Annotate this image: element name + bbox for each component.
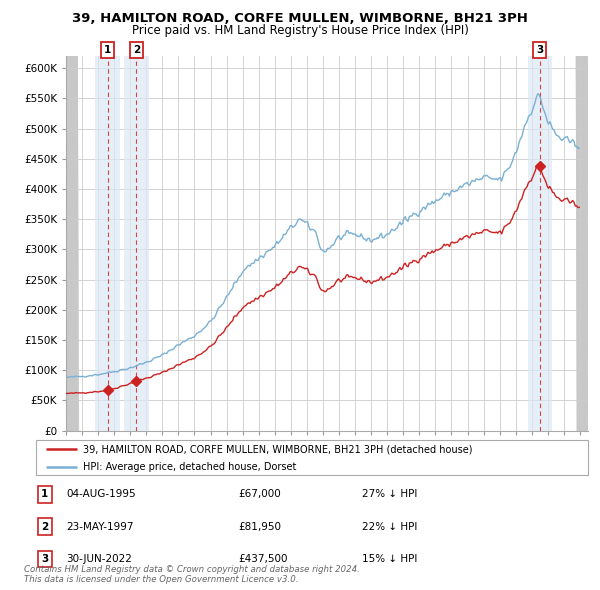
Text: Contains HM Land Registry data © Crown copyright and database right 2024.
This d: Contains HM Land Registry data © Crown c…: [24, 565, 360, 584]
Text: 27% ↓ HPI: 27% ↓ HPI: [362, 490, 418, 500]
Text: 39, HAMILTON ROAD, CORFE MULLEN, WIMBORNE, BH21 3PH (detached house): 39, HAMILTON ROAD, CORFE MULLEN, WIMBORN…: [83, 444, 472, 454]
Text: 3: 3: [41, 553, 49, 563]
Text: 04-AUG-1995: 04-AUG-1995: [66, 490, 136, 500]
Text: HPI: Average price, detached house, Dorset: HPI: Average price, detached house, Dors…: [83, 462, 296, 472]
Text: 39, HAMILTON ROAD, CORFE MULLEN, WIMBORNE, BH21 3PH: 39, HAMILTON ROAD, CORFE MULLEN, WIMBORN…: [72, 12, 528, 25]
Text: £67,000: £67,000: [238, 490, 281, 500]
Text: £437,500: £437,500: [238, 553, 288, 563]
Text: 3: 3: [536, 45, 544, 55]
Text: 22% ↓ HPI: 22% ↓ HPI: [362, 522, 418, 532]
Text: £81,950: £81,950: [238, 522, 281, 532]
Text: 1: 1: [104, 45, 111, 55]
Text: 1: 1: [41, 490, 49, 500]
Text: 30-JUN-2022: 30-JUN-2022: [66, 553, 132, 563]
Text: Price paid vs. HM Land Registry's House Price Index (HPI): Price paid vs. HM Land Registry's House …: [131, 24, 469, 37]
FancyBboxPatch shape: [36, 440, 588, 475]
Text: 2: 2: [133, 45, 140, 55]
Text: 23-MAY-1997: 23-MAY-1997: [66, 522, 134, 532]
Text: 15% ↓ HPI: 15% ↓ HPI: [362, 553, 418, 563]
Text: 2: 2: [41, 522, 49, 532]
